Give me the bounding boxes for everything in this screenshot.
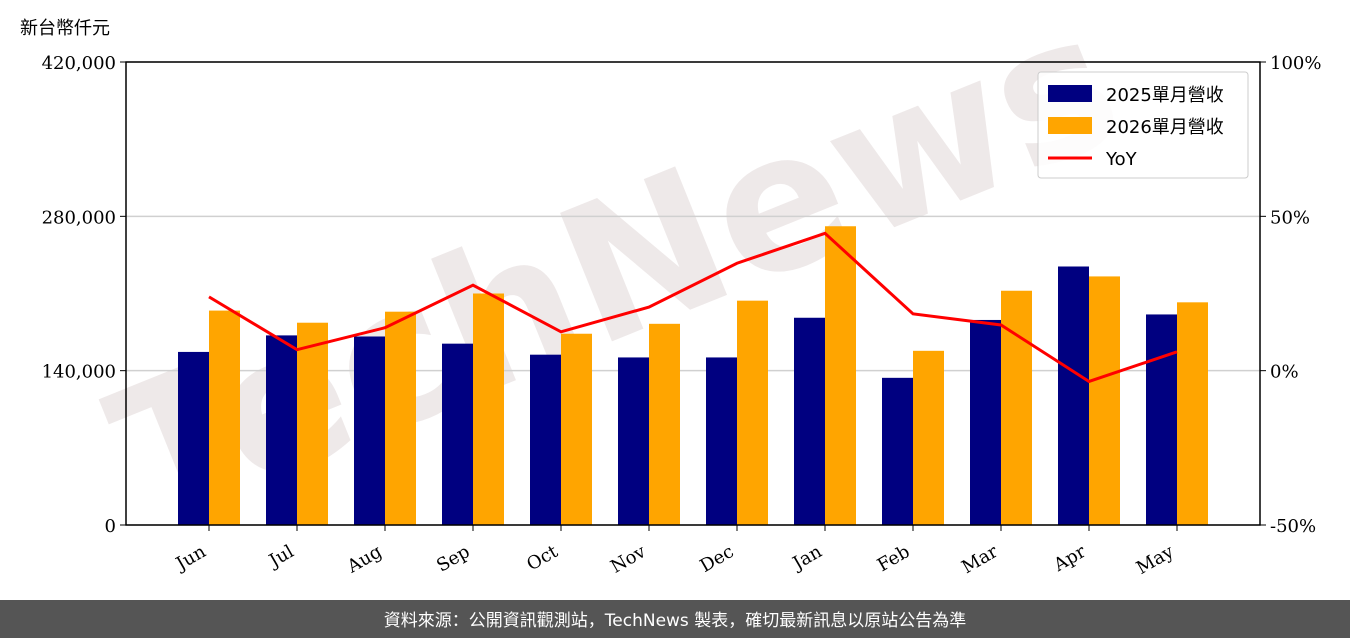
x-tick-label: Aug xyxy=(343,541,386,578)
bar xyxy=(561,333,592,525)
legend-swatch xyxy=(1048,117,1092,134)
y2-tick-label: 0% xyxy=(1270,362,1299,383)
y-tick-label: 140,000 xyxy=(42,362,116,383)
x-tick-label: Feb xyxy=(874,541,914,576)
bar xyxy=(913,350,944,525)
bar xyxy=(882,377,913,525)
x-tick-label: Jan xyxy=(788,541,826,575)
x-tick-label: Nov xyxy=(607,541,650,578)
bar xyxy=(442,343,473,525)
y2-tick-label: 100% xyxy=(1270,53,1321,74)
bar xyxy=(737,300,768,525)
legend-label: 2025單月營收 xyxy=(1106,85,1224,106)
source-note: 資料來源：公開資訊觀測站，TechNews 製表，確切最新訊息以原站公告為準 xyxy=(384,611,966,631)
y-tick-label: 420,000 xyxy=(42,53,116,74)
bar xyxy=(706,357,737,525)
x-tick-label: Dec xyxy=(697,541,738,577)
bar xyxy=(473,293,504,525)
footer-bar xyxy=(0,600,1350,638)
bar xyxy=(618,357,649,525)
bar xyxy=(825,226,856,525)
bar xyxy=(178,351,209,525)
line xyxy=(208,231,1178,384)
bar xyxy=(1146,314,1177,525)
bar xyxy=(209,310,240,525)
x-tick-label: Apr xyxy=(1049,541,1089,576)
legend-swatch xyxy=(1048,85,1092,102)
bar xyxy=(970,319,1001,525)
x-tick-label: Oct xyxy=(523,541,562,576)
legend-label: YoY xyxy=(1105,149,1138,170)
bar xyxy=(297,322,328,525)
x-tick-label: May xyxy=(1133,541,1178,579)
bar xyxy=(1001,290,1032,525)
y2-tick-label: 50% xyxy=(1270,207,1310,228)
bar xyxy=(1089,276,1120,525)
x-tick-label: Jul xyxy=(264,541,298,573)
legend-label: 2026單月營收 xyxy=(1106,117,1224,138)
bar xyxy=(1058,266,1089,525)
y-tick-label: 280,000 xyxy=(42,207,116,228)
plot-frame xyxy=(125,61,1261,526)
x-tick-label: Mar xyxy=(958,541,1002,578)
y2-tick-label: -50% xyxy=(1270,516,1316,537)
x-tick-label: Sep xyxy=(433,541,473,576)
bar xyxy=(530,354,561,525)
bar xyxy=(385,311,416,525)
bar xyxy=(1177,302,1208,525)
bar xyxy=(354,336,385,525)
bar xyxy=(649,323,680,525)
bar xyxy=(266,335,297,525)
bar xyxy=(794,317,825,525)
y-tick-label: 0 xyxy=(105,516,116,537)
unit-label: 新台幣仟元 xyxy=(20,18,110,39)
